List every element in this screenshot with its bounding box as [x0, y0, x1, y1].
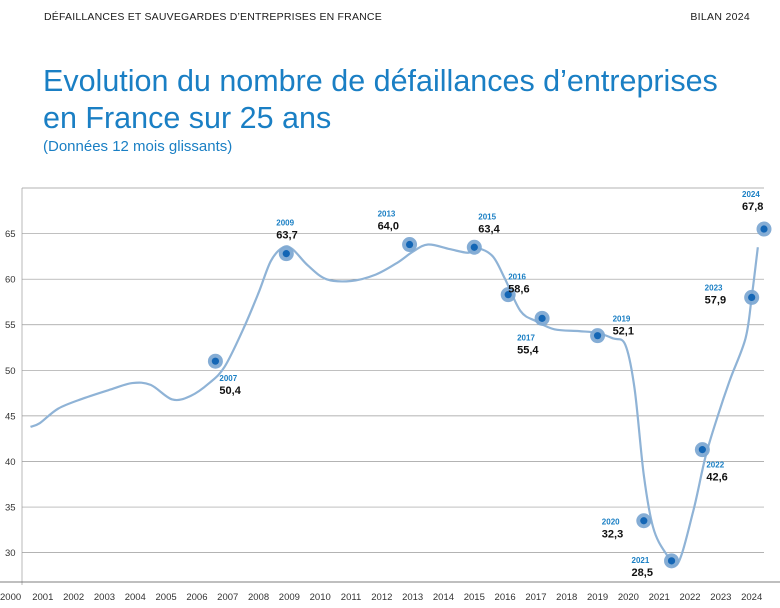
x-tick-label: 2014	[433, 592, 454, 603]
x-tick-label: 2018	[556, 592, 577, 603]
x-tick-label: 2007	[217, 592, 238, 603]
marker-point-2019	[593, 332, 602, 340]
marker-year-label: 2020	[602, 518, 620, 527]
x-tick-label: 2009	[279, 592, 300, 603]
x-tick-label: 2012	[371, 592, 392, 603]
x-tick-label: 2023	[710, 592, 731, 603]
marker-year-label: 2023	[705, 283, 723, 292]
x-tick-label: 2016	[495, 592, 516, 603]
marker-point-2024	[760, 225, 768, 233]
y-tick-label: 35	[5, 503, 16, 514]
marker-year-label: 2022	[706, 461, 724, 470]
y-tick-label: 40	[5, 457, 16, 468]
marker-value-label: 58,6	[508, 284, 529, 296]
marker-layer	[207, 221, 772, 569]
marker-value-label: 63,7	[276, 230, 297, 242]
x-tick-label: 2013	[402, 592, 423, 603]
marker-value-label: 55,4	[517, 344, 539, 356]
marker-year-label: 2017	[517, 333, 535, 342]
x-tick-label: 2022	[679, 592, 700, 603]
marker-point-2015	[470, 243, 478, 251]
marker-point-2009	[282, 250, 290, 258]
marker-value-label: 32,3	[602, 529, 623, 541]
x-tick-label: 2017	[525, 592, 546, 603]
x-tick-label: 2003	[94, 592, 115, 603]
x-tick-label: 2005	[156, 592, 177, 603]
marker-point-2022	[698, 446, 706, 454]
marker-point-2023	[748, 293, 756, 301]
x-tick-label: 2001	[32, 592, 53, 603]
grid-layer	[0, 187, 780, 585]
x-tick-label: 2002	[63, 592, 84, 603]
marker-year-label: 2019	[613, 315, 631, 324]
x-tick-label: 2024	[741, 592, 762, 603]
x-tick-label: 2011	[341, 592, 361, 603]
line-chart: 30 35 40 45 50 55 60 65 2000 2001 2002 2003 2004 2005…	[0, 187, 780, 603]
header-report-label: BILAN 2024	[690, 11, 750, 23]
axis-layer: 30 35 40 45 50 55 60 65 2000 2001 2002 2003 2004 2005…	[0, 229, 762, 603]
y-tick-label: 30	[5, 548, 16, 559]
marker-value-label: 57,9	[705, 294, 726, 306]
y-tick-label: 65	[5, 229, 16, 240]
y-tick-label: 50	[5, 366, 16, 377]
marker-value-label: 67,8	[742, 201, 763, 213]
y-tick-label: 45	[5, 411, 16, 422]
x-tick-label: 2015	[464, 592, 485, 603]
x-tick-label: 2006	[186, 592, 207, 603]
y-tick-label: 60	[5, 275, 16, 286]
x-tick-label: 2021	[649, 592, 670, 603]
header-title: DÉFAILLANCES ET SAUVEGARDES D’ENTREPRISE…	[44, 11, 382, 23]
marker-year-label: 2015	[478, 212, 496, 221]
chart-title: Evolution du nombre de défaillances d’en…	[43, 64, 718, 135]
x-tick-label: 2004	[125, 592, 146, 603]
marker-year-label: 2009	[276, 219, 294, 228]
marker-year-label: 2021	[632, 556, 650, 565]
marker-year-label: 2013	[378, 210, 396, 219]
marker-value-label: 63,4	[478, 223, 500, 235]
marker-value-label: 42,6	[706, 472, 727, 484]
marker-value-label: 52,1	[613, 326, 634, 338]
y-tick-label: 55	[5, 320, 16, 331]
marker-year-label: 2007	[219, 374, 237, 383]
marker-year-label: 2016	[508, 273, 526, 282]
marker-point-2020	[640, 517, 648, 525]
x-tick-label: 2020	[618, 592, 639, 603]
marker-point-2021	[667, 557, 676, 565]
marker-year-label: 2024	[742, 190, 760, 199]
x-tick-label: 2008	[248, 592, 269, 603]
x-tick-label: 2000	[0, 592, 21, 603]
label-layer: 2007 50,4 2009 63,7 2013 64,0 2015 63,4 2016 58,6…	[219, 190, 763, 579]
marker-point-2017	[538, 314, 546, 322]
x-tick-label: 2010	[310, 592, 331, 603]
chart-subtitle: (Données 12 mois glissants)	[43, 138, 233, 155]
marker-value-label: 28,5	[632, 567, 653, 579]
marker-value-label: 50,4	[219, 385, 241, 397]
marker-point-2016	[504, 291, 512, 299]
marker-point-2007	[211, 357, 220, 365]
x-tick-label: 2019	[587, 592, 608, 603]
marker-point-2013	[405, 240, 414, 249]
marker-value-label: 64,0	[378, 221, 399, 233]
